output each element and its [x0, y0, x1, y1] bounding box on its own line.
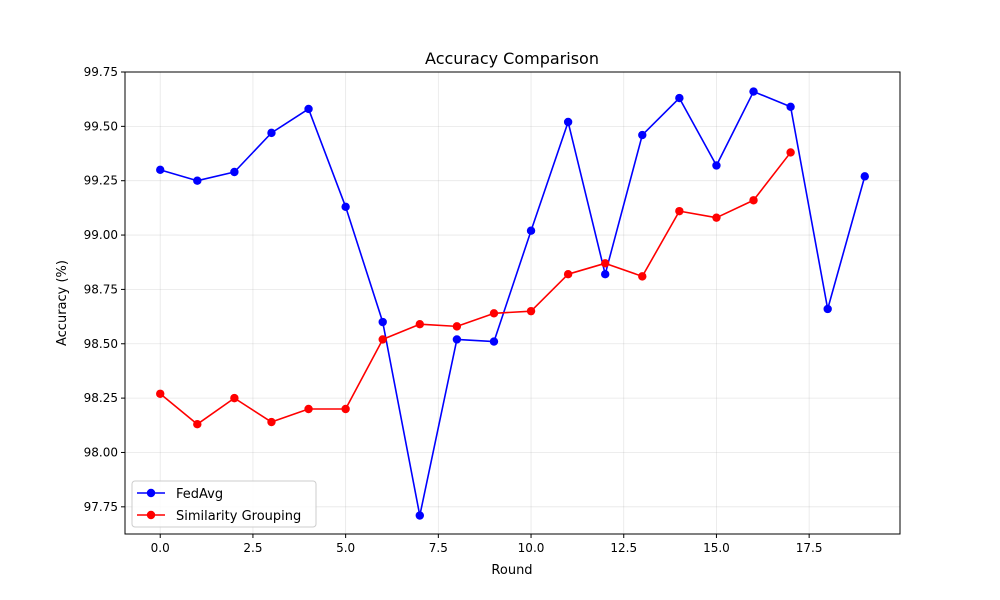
fedavg-point	[230, 167, 239, 177]
fedavg-point	[823, 304, 832, 314]
similarity-grouping-point	[230, 393, 239, 403]
similarity-grouping-point	[156, 389, 165, 398]
legend-entry-fedavg: FedAvg	[137, 487, 223, 502]
similarity-grouping-point	[267, 417, 276, 427]
x-axis-label: Round	[491, 563, 532, 578]
series-fedavg	[156, 87, 869, 520]
similarity-grouping-point	[489, 309, 499, 318]
similarity-grouping-point	[749, 196, 758, 205]
similarity-grouping-point	[638, 272, 647, 281]
similarity-grouping-point	[415, 319, 424, 329]
y-tick-label: 99.75	[84, 65, 118, 79]
fedavg-point	[415, 511, 424, 520]
legend-marker-similarity-grouping	[146, 510, 156, 520]
legend-entry-similarity-grouping: Similarity Grouping	[137, 509, 301, 524]
fedavg-point	[675, 93, 684, 103]
similarity-grouping-point	[786, 148, 795, 157]
fedavg-point	[786, 102, 795, 111]
similarity-grouping-point	[526, 306, 536, 316]
similarity-grouping-point	[675, 206, 684, 216]
plot-frame	[124, 71, 901, 535]
y-axis-label: Accuracy (%)	[55, 260, 70, 346]
y-tick-label: 98.75	[84, 282, 118, 296]
x-tick-label: 7.5	[429, 541, 448, 555]
legend-box	[131, 480, 317, 528]
fedavg-point	[712, 161, 721, 170]
fedavg-point	[638, 130, 647, 140]
similarity-grouping-point	[712, 213, 721, 222]
fedavg-point	[156, 165, 165, 175]
fedavg-line	[160, 90, 866, 517]
chart-title: Accuracy Comparison	[425, 49, 599, 68]
legend-marker-fedavg	[146, 488, 156, 498]
y-tick-label: 99.50	[84, 119, 118, 133]
y-tick-label: 99.00	[84, 228, 118, 242]
y-tick-label: 98.00	[84, 445, 118, 459]
y-tick-label: 97.75	[84, 500, 118, 514]
x-tick-label: 2.5	[243, 541, 262, 555]
fedavg-point	[749, 87, 758, 96]
similarity-grouping-point	[193, 420, 202, 429]
similarity-grouping-point	[304, 404, 313, 414]
legend-label-fedavg: FedAvg	[176, 487, 223, 502]
fedavg-point	[526, 226, 536, 235]
x-tick-label: 15.0	[703, 541, 730, 555]
similarity-grouping-point	[341, 404, 350, 414]
fedavg-point	[860, 172, 869, 181]
series-similarity-grouping	[156, 148, 795, 429]
similarity-grouping-line	[159, 151, 792, 426]
x-tick-label: 12.5	[610, 541, 637, 555]
legend-label-similarity-grouping: Similarity Grouping	[176, 509, 301, 524]
x-tick-label: 10.0	[518, 541, 545, 555]
fedavg-point	[452, 335, 462, 344]
similarity-grouping-point	[452, 322, 462, 331]
x-tick-label: 0.0	[151, 541, 170, 555]
y-tick-label: 98.25	[84, 391, 118, 405]
series-layer	[156, 87, 869, 520]
y-tick-label: 99.25	[84, 174, 118, 188]
y-tick-label: 98.50	[84, 337, 118, 351]
fedavg-point	[601, 269, 610, 279]
x-tick-label: 17.5	[796, 541, 823, 555]
legend: FedAvg Similarity Grouping	[131, 480, 317, 528]
similarity-grouping-point	[563, 269, 573, 279]
fedavg-point	[304, 104, 313, 114]
fedavg-point	[341, 202, 350, 211]
similarity-grouping-point	[378, 335, 387, 344]
fedavg-point	[267, 128, 276, 138]
fedavg-point	[378, 317, 387, 327]
axis-ticks: 0.0 2.5 5.0 7.5 10.0 12.5 15.0 17.5 97.75 98.00 98…	[84, 65, 823, 555]
x-tick-label: 5.0	[336, 541, 355, 555]
fedavg-point	[489, 337, 499, 346]
similarity-grouping-point	[601, 259, 610, 268]
fedavg-point	[193, 176, 202, 185]
fedavg-point	[563, 117, 573, 127]
